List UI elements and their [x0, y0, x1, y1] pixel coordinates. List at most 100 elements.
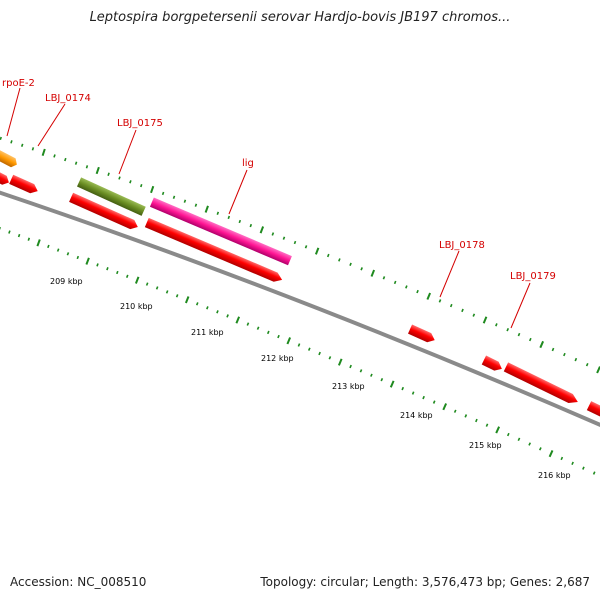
- outer-tick-minor: [495, 323, 498, 327]
- inner-tick-minor: [401, 386, 405, 391]
- inner-tick-minor: [216, 310, 219, 314]
- outer-tick-minor: [249, 223, 253, 228]
- inner-tick-minor: [432, 400, 436, 404]
- outer-tick-minor: [416, 289, 419, 294]
- kbp-label-209: 209 kbp: [50, 277, 83, 286]
- gene-lbj-0175-bar[interactable]: [76, 177, 146, 216]
- inner-tick-minor: [155, 286, 159, 290]
- outer-tick-track: [0, 136, 600, 374]
- inner-tick-minor: [359, 369, 363, 373]
- accession-text: Accession: NC_008510: [10, 575, 147, 589]
- outer-tick-minor: [304, 245, 308, 249]
- leader-lbj-0174: [37, 103, 66, 147]
- inner-tick-minor: [106, 267, 109, 271]
- outer-tick-major: [370, 269, 376, 277]
- outer-tick-minor: [85, 165, 89, 169]
- gene-arrow-1[interactable]: [0, 169, 11, 187]
- inner-tick-major: [134, 276, 140, 284]
- inner-tick-minor: [538, 447, 542, 451]
- inner-tick-minor: [125, 274, 129, 278]
- gene-lig-bar[interactable]: [149, 197, 292, 266]
- outer-tick-minor: [506, 327, 510, 332]
- inner-tick-minor: [47, 244, 50, 249]
- gene-label-lbj-0175[interactable]: LBJ_0175: [117, 118, 163, 129]
- outer-tick-minor: [227, 215, 231, 220]
- gene-label-lbj-0178[interactable]: LBJ_0178: [439, 240, 485, 251]
- outer-tick-minor: [461, 308, 464, 313]
- kbp-label-214: 214 kbp: [400, 411, 433, 420]
- outer-tick-minor: [238, 219, 242, 224]
- inner-tick-minor: [56, 248, 60, 252]
- outer-tick-minor: [282, 236, 286, 240]
- outer-tick-minor: [349, 262, 352, 266]
- label-leaders: [6, 87, 531, 329]
- outer-tick-minor: [0, 136, 2, 141]
- gene-arrow-3[interactable]: [69, 192, 140, 232]
- inner-tick-minor: [307, 347, 311, 351]
- inner-tick-minor: [297, 343, 301, 347]
- outer-tick-minor: [20, 143, 24, 147]
- outer-tick-minor: [31, 147, 35, 151]
- inner-tick-minor: [370, 373, 373, 377]
- kbp-label-216: 216 kbp: [538, 471, 571, 480]
- gene-arrow-8[interactable]: [586, 401, 600, 423]
- outer-tick-minor: [472, 313, 476, 317]
- outer-tick-minor: [140, 183, 143, 188]
- outer-tick-minor: [64, 157, 67, 162]
- gene-lbj-0179-arrow[interactable]: [503, 362, 580, 406]
- inner-tick-minor: [571, 461, 574, 466]
- outer-tick-minor: [585, 362, 589, 367]
- outer-tick-minor: [74, 161, 78, 165]
- outer-tick-minor: [326, 253, 330, 258]
- leader-lbj-0179: [510, 282, 531, 329]
- outer-tick-minor: [405, 285, 408, 289]
- leader-lbj-0175: [118, 129, 137, 175]
- outer-tick-minor: [107, 172, 110, 176]
- kbp-label-215: 215 kbp: [469, 441, 502, 450]
- gene-lbj-0178-arrow[interactable]: [408, 324, 437, 345]
- outer-tick-minor: [293, 240, 297, 245]
- gene-label-lbj-0179[interactable]: LBJ_0179: [510, 271, 556, 282]
- outer-tick-minor: [574, 357, 578, 362]
- inner-tick-minor: [17, 233, 21, 238]
- gene-arrow-4[interactable]: [144, 217, 284, 285]
- outer-tick-minor: [129, 180, 132, 184]
- inner-tick-minor: [277, 334, 280, 339]
- inner-tick-minor: [582, 466, 585, 470]
- inner-tick-minor: [411, 391, 415, 395]
- inner-tick-minor: [226, 314, 229, 318]
- gene-lbj-0174-arrow[interactable]: [9, 174, 40, 196]
- inner-tick-major: [495, 426, 501, 434]
- kbp-label-212: 212 kbp: [261, 354, 294, 363]
- outer-tick-major: [41, 148, 46, 157]
- outer-tick-major: [150, 185, 155, 194]
- inner-tick-minor: [517, 437, 521, 442]
- inner-tick-minor: [27, 237, 31, 241]
- inner-tick-minor: [485, 423, 489, 427]
- gene-label-rpoe2[interactable]: rpoE-2: [2, 78, 35, 89]
- inner-tick-minor: [464, 414, 468, 418]
- outer-tick-major: [314, 247, 320, 255]
- outer-tick-major: [259, 226, 265, 234]
- inner-tick-minor: [246, 322, 250, 326]
- outer-tick-minor: [216, 211, 220, 215]
- gene-arrow-6[interactable]: [481, 355, 504, 374]
- inner-tick-minor: [145, 282, 149, 286]
- outer-tick-minor: [449, 303, 453, 308]
- gene-label-lbj-0174[interactable]: LBJ_0174: [45, 93, 91, 104]
- outer-tick-major: [482, 316, 488, 324]
- outer-tick-minor: [161, 191, 165, 196]
- gene-label-lig[interactable]: lig: [242, 158, 254, 169]
- leader-lbj-0178: [439, 250, 460, 298]
- inner-tick-major: [235, 316, 241, 324]
- outer-tick-minor: [360, 267, 363, 271]
- leader-lig: [228, 169, 248, 215]
- gene-rpoe2-arrow[interactable]: [0, 142, 19, 169]
- leader-rpoe2: [6, 87, 21, 137]
- inner-tick-major: [36, 239, 41, 247]
- inner-tick-minor: [506, 432, 510, 437]
- outer-tick-minor: [382, 276, 386, 280]
- inner-tick-minor: [256, 326, 260, 330]
